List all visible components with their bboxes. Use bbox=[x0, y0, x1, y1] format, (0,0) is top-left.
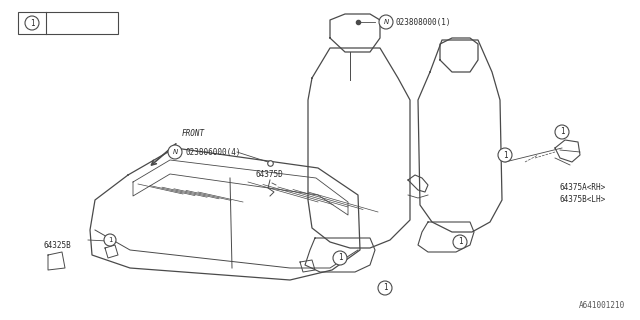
Text: A641001210: A641001210 bbox=[579, 301, 625, 310]
Text: M000268: M000268 bbox=[51, 19, 86, 28]
Text: FRONT: FRONT bbox=[182, 129, 205, 138]
Text: N: N bbox=[383, 19, 388, 25]
Circle shape bbox=[453, 235, 467, 249]
Text: 023806000(4): 023806000(4) bbox=[185, 148, 241, 156]
Circle shape bbox=[333, 251, 347, 265]
Text: 1: 1 bbox=[560, 127, 564, 137]
Text: 64375A<RH>: 64375A<RH> bbox=[560, 183, 606, 193]
Circle shape bbox=[379, 15, 393, 29]
Text: 023808000(1): 023808000(1) bbox=[396, 18, 451, 27]
Text: 64375D: 64375D bbox=[255, 170, 283, 179]
FancyBboxPatch shape bbox=[18, 12, 118, 34]
Circle shape bbox=[104, 234, 116, 246]
Text: 1: 1 bbox=[108, 237, 112, 243]
Circle shape bbox=[25, 16, 39, 30]
Circle shape bbox=[378, 281, 392, 295]
Text: 1: 1 bbox=[458, 237, 462, 246]
Circle shape bbox=[168, 145, 182, 159]
Circle shape bbox=[555, 125, 569, 139]
Text: 64325B: 64325B bbox=[43, 241, 71, 250]
Text: 1: 1 bbox=[338, 253, 342, 262]
Text: 1: 1 bbox=[29, 19, 35, 28]
Text: 1: 1 bbox=[383, 284, 387, 292]
Text: N: N bbox=[172, 149, 178, 155]
Text: 1: 1 bbox=[502, 150, 508, 159]
Circle shape bbox=[498, 148, 512, 162]
Text: 64375B<LH>: 64375B<LH> bbox=[560, 196, 606, 204]
